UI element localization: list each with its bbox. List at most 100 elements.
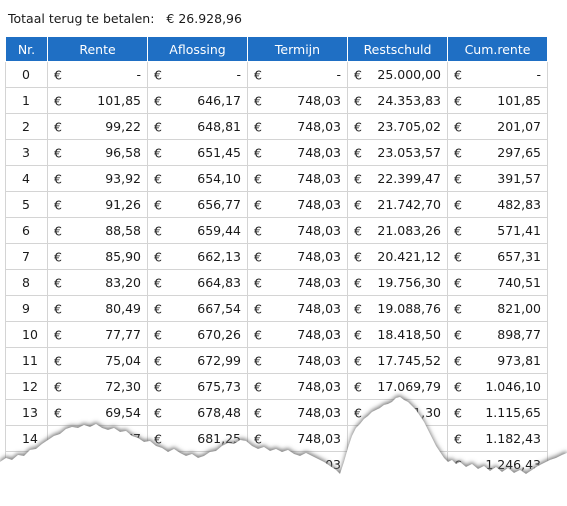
cell-restschuld: €24.353,83 xyxy=(347,87,448,114)
cell-nr: 14 xyxy=(5,425,48,452)
cell-rente: €66,77 xyxy=(47,425,148,452)
currency-symbol: € xyxy=(354,327,362,342)
amount: 93,92 xyxy=(105,171,141,186)
currency-symbol: € xyxy=(454,145,462,160)
column-header-restschuld: Restschuld xyxy=(347,36,448,62)
cell-cum-rente: €297,65 xyxy=(447,139,548,166)
amount: 748,03 xyxy=(297,275,341,290)
amount: 664,83 xyxy=(197,275,241,290)
cell-termijn: €748,03 xyxy=(247,243,348,270)
cell-restschuld: €22.399,47 xyxy=(347,165,448,192)
currency-symbol: € xyxy=(154,93,162,108)
amount: 748,03 xyxy=(297,145,341,160)
cell-termijn: €748,03 xyxy=(247,87,348,114)
cell-cum-rente: €1.046,10 xyxy=(447,373,548,400)
cell-aflossing: €662,13 xyxy=(147,243,248,270)
amount: 667,54 xyxy=(197,301,241,316)
currency-symbol: € xyxy=(454,457,462,472)
cell-nr: 6 xyxy=(5,217,48,244)
currency-symbol: € xyxy=(154,249,162,264)
cell-cum-rente: €657,31 xyxy=(447,243,548,270)
table-row: 11 €75,04 €672,99 €748,03 €17.745,52 €973,81 xyxy=(5,347,548,374)
currency-symbol: € xyxy=(154,223,162,238)
cell-nr: 9 xyxy=(5,295,48,322)
cell-rente: €99,22 xyxy=(47,113,148,140)
cell-termijn: €748,03 xyxy=(247,165,348,192)
column-header-cum-rente: Cum.rente xyxy=(447,36,548,62)
table-row: 13 €69,54 €678,48 €748,03 €16.391,30 €1.115,6… xyxy=(5,399,548,426)
amount: 748,03 xyxy=(297,327,341,342)
cell-nr: 2 xyxy=(5,113,48,140)
cell-restschuld: €18.418,50 xyxy=(347,321,448,348)
cell-restschuld: €25.000,00 xyxy=(347,61,448,88)
currency-symbol: € xyxy=(454,275,462,290)
amount: 654,10 xyxy=(197,171,241,186)
amount: 77,77 xyxy=(105,327,141,342)
amount: 1.046,10 xyxy=(485,379,541,394)
amount: 17.069,79 xyxy=(377,379,441,394)
amount: 651,45 xyxy=(197,145,241,160)
currency-symbol: € xyxy=(354,457,362,472)
amount: 22.399,47 xyxy=(377,171,441,186)
amount: 748,03 xyxy=(297,405,341,420)
cell-aflossing: € xyxy=(147,451,248,478)
amortization-table: Nr. Rente Aflossing Termijn Restschuld C… xyxy=(5,36,548,478)
currency-symbol: € xyxy=(154,431,162,446)
amount: 23.053,57 xyxy=(377,145,441,160)
cell-restschuld: € xyxy=(347,425,448,452)
cell-cum-rente: €973,81 xyxy=(447,347,548,374)
cell-cum-rente: €391,57 xyxy=(447,165,548,192)
amount: 662,13 xyxy=(197,249,241,264)
amount: 1.115,65 xyxy=(485,405,541,420)
currency-symbol: € xyxy=(454,67,462,82)
cell-aflossing: €651,45 xyxy=(147,139,248,166)
amount: 681,25 xyxy=(197,431,241,446)
cell-cum-rente: € - xyxy=(447,61,548,88)
table-row: 8 €83,20 €664,83 €748,03 €19.756,30 €740,51 xyxy=(5,269,548,296)
cell-restschuld: €21.742,70 xyxy=(347,191,448,218)
cell-aflossing: €675,73 xyxy=(147,373,248,400)
amount: 75,04 xyxy=(105,353,141,368)
currency-symbol: € xyxy=(54,301,62,316)
cell-restschuld: €23.705,02 xyxy=(347,113,448,140)
currency-symbol: € xyxy=(354,145,362,160)
currency-symbol: € xyxy=(54,353,62,368)
amount: 69,54 xyxy=(105,405,141,420)
currency-symbol: € xyxy=(454,197,462,212)
amount: 648,81 xyxy=(197,119,241,134)
amount: 19.756,30 xyxy=(377,275,441,290)
cell-termijn: €748,03 xyxy=(247,217,348,244)
cell-restschuld: € xyxy=(347,451,448,478)
currency-symbol: € xyxy=(254,223,262,238)
amount: 748,03 xyxy=(297,223,341,238)
table-row: 12 €72,30 €675,73 €748,03 €17.069,79 €1.046,1… xyxy=(5,373,548,400)
cell-rente: €77,77 xyxy=(47,321,148,348)
amount: 748,03 xyxy=(297,431,341,446)
cell-rente: €69,54 xyxy=(47,399,148,426)
amount: 973,81 xyxy=(497,353,541,368)
currency-symbol: € xyxy=(354,249,362,264)
amount: 21.742,70 xyxy=(377,197,441,212)
amount: 821,00 xyxy=(497,301,541,316)
currency-symbol: € xyxy=(354,93,362,108)
amount: 88,58 xyxy=(105,223,141,238)
currency-symbol: € xyxy=(454,431,462,446)
currency-symbol: € xyxy=(54,93,62,108)
currency-symbol: € xyxy=(154,119,162,134)
amount: 748,03 xyxy=(297,353,341,368)
currency-symbol: € xyxy=(454,249,462,264)
currency-symbol: € xyxy=(254,67,262,82)
cell-cum-rente: €571,41 xyxy=(447,217,548,244)
cell-restschuld: €19.756,30 xyxy=(347,269,448,296)
currency-symbol: € xyxy=(354,197,362,212)
amount: 748,03 xyxy=(297,119,341,134)
cell-restschuld: €21.083,26 xyxy=(347,217,448,244)
table-row: 5 €91,26 €656,77 €748,03 €21.742,70 €482,83 xyxy=(5,191,548,218)
amount: 16.391,30 xyxy=(377,405,441,420)
cell-aflossing: €659,44 xyxy=(147,217,248,244)
currency-symbol: € xyxy=(54,145,62,160)
currency-symbol: € xyxy=(54,249,62,264)
cell-restschuld: €17.745,52 xyxy=(347,347,448,374)
cell-rente: € xyxy=(47,451,148,478)
cell-cum-rente: €1.246,43 xyxy=(447,451,548,478)
